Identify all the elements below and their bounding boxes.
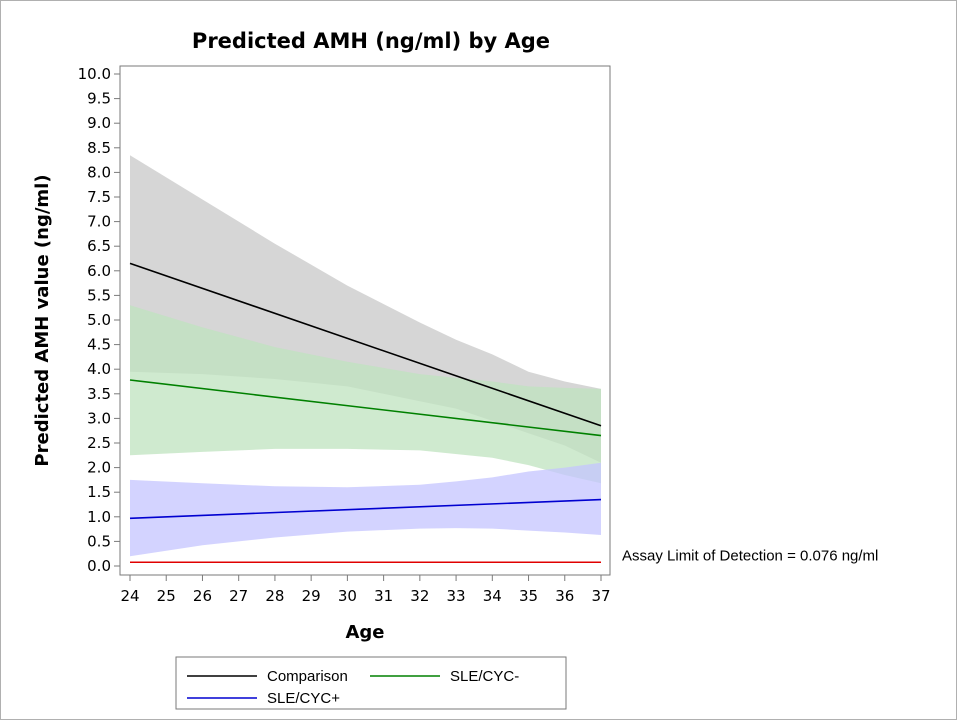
y-axis-label: Predicted AMH value (ng/ml) <box>32 174 53 466</box>
legend-label-sle-cyc-: SLE/CYC+ <box>267 690 340 707</box>
x-tick-label: 36 <box>555 587 574 605</box>
x-tick-label: 34 <box>483 587 502 605</box>
x-axis-label: Age <box>345 622 384 643</box>
x-tick-label: 28 <box>265 587 284 605</box>
legend-label-comparison: Comparison <box>267 668 348 685</box>
y-tick-label: 0.0 <box>87 557 111 575</box>
series-lines <box>129 262 602 520</box>
y-tick-label: 4.0 <box>87 360 111 378</box>
x-tick-label: 30 <box>338 587 357 605</box>
legend-label-sle-cyc-: SLE/CYC- <box>450 668 519 685</box>
reference-line-label: Assay Limit of Detection = 0.076 ng/ml <box>622 547 878 564</box>
y-tick-label: 7.5 <box>87 188 111 206</box>
x-tick-label: 24 <box>120 587 139 605</box>
x-tick-label: 32 <box>410 587 429 605</box>
x-tick-label: 26 <box>193 587 212 605</box>
y-tick-label: 10.0 <box>78 65 111 83</box>
x-tick-label: 37 <box>591 587 610 605</box>
legend-box <box>175 656 567 710</box>
y-tick-label: 1.0 <box>87 508 111 526</box>
x-tick-label: 33 <box>447 587 466 605</box>
line-sle-cyc- <box>129 498 602 520</box>
confidence-bands <box>130 155 601 557</box>
y-tick-label: 9.5 <box>87 90 111 108</box>
x-tick-label: 27 <box>229 587 248 605</box>
y-tick-label: 4.5 <box>87 336 111 354</box>
chart-title: Predicted AMH (ng/ml) by Age <box>192 29 550 53</box>
y-tick-label: 6.5 <box>87 237 111 255</box>
y-tick-label: 5.5 <box>87 286 111 304</box>
x-tick-label: 31 <box>374 587 393 605</box>
y-tick-label: 6.0 <box>87 262 111 280</box>
y-tick-label: 3.5 <box>87 385 111 403</box>
y-tick-label: 0.5 <box>87 532 111 550</box>
y-tick-label: 9.0 <box>87 114 111 132</box>
legend: Comparison SLE/CYC- SLE/CYC+ <box>175 656 567 710</box>
x-tick-label: 35 <box>519 587 538 605</box>
y-tick-label: 7.0 <box>87 213 111 231</box>
y-tick-label: 3.0 <box>87 409 111 427</box>
x-tick-label: 29 <box>302 587 321 605</box>
line-sle-cyc- <box>129 379 602 437</box>
y-tick-label: 8.0 <box>87 163 111 181</box>
x-axis: 24 25 26 27 28 29 30 31 32 33 34 35 36 37 <box>120 575 611 605</box>
y-tick-label: 8.5 <box>87 139 111 157</box>
y-tick-label: 2.0 <box>87 459 111 477</box>
line-comparison <box>129 262 602 427</box>
y-tick-label: 2.5 <box>87 434 111 452</box>
band-sle-cyc- <box>130 305 601 484</box>
y-axis: 0.0 0.5 1.0 1.5 2.0 2.5 3.0 3.5 4.0 4.5 5.0 5.5 6.0 6… <box>78 65 120 575</box>
y-tick-label: 1.5 <box>87 483 111 501</box>
reference-line-group: Assay Limit of Detection = 0.076 ng/ml <box>130 547 878 564</box>
y-tick-label: 5.0 <box>87 311 111 329</box>
x-tick-label: 25 <box>157 587 176 605</box>
